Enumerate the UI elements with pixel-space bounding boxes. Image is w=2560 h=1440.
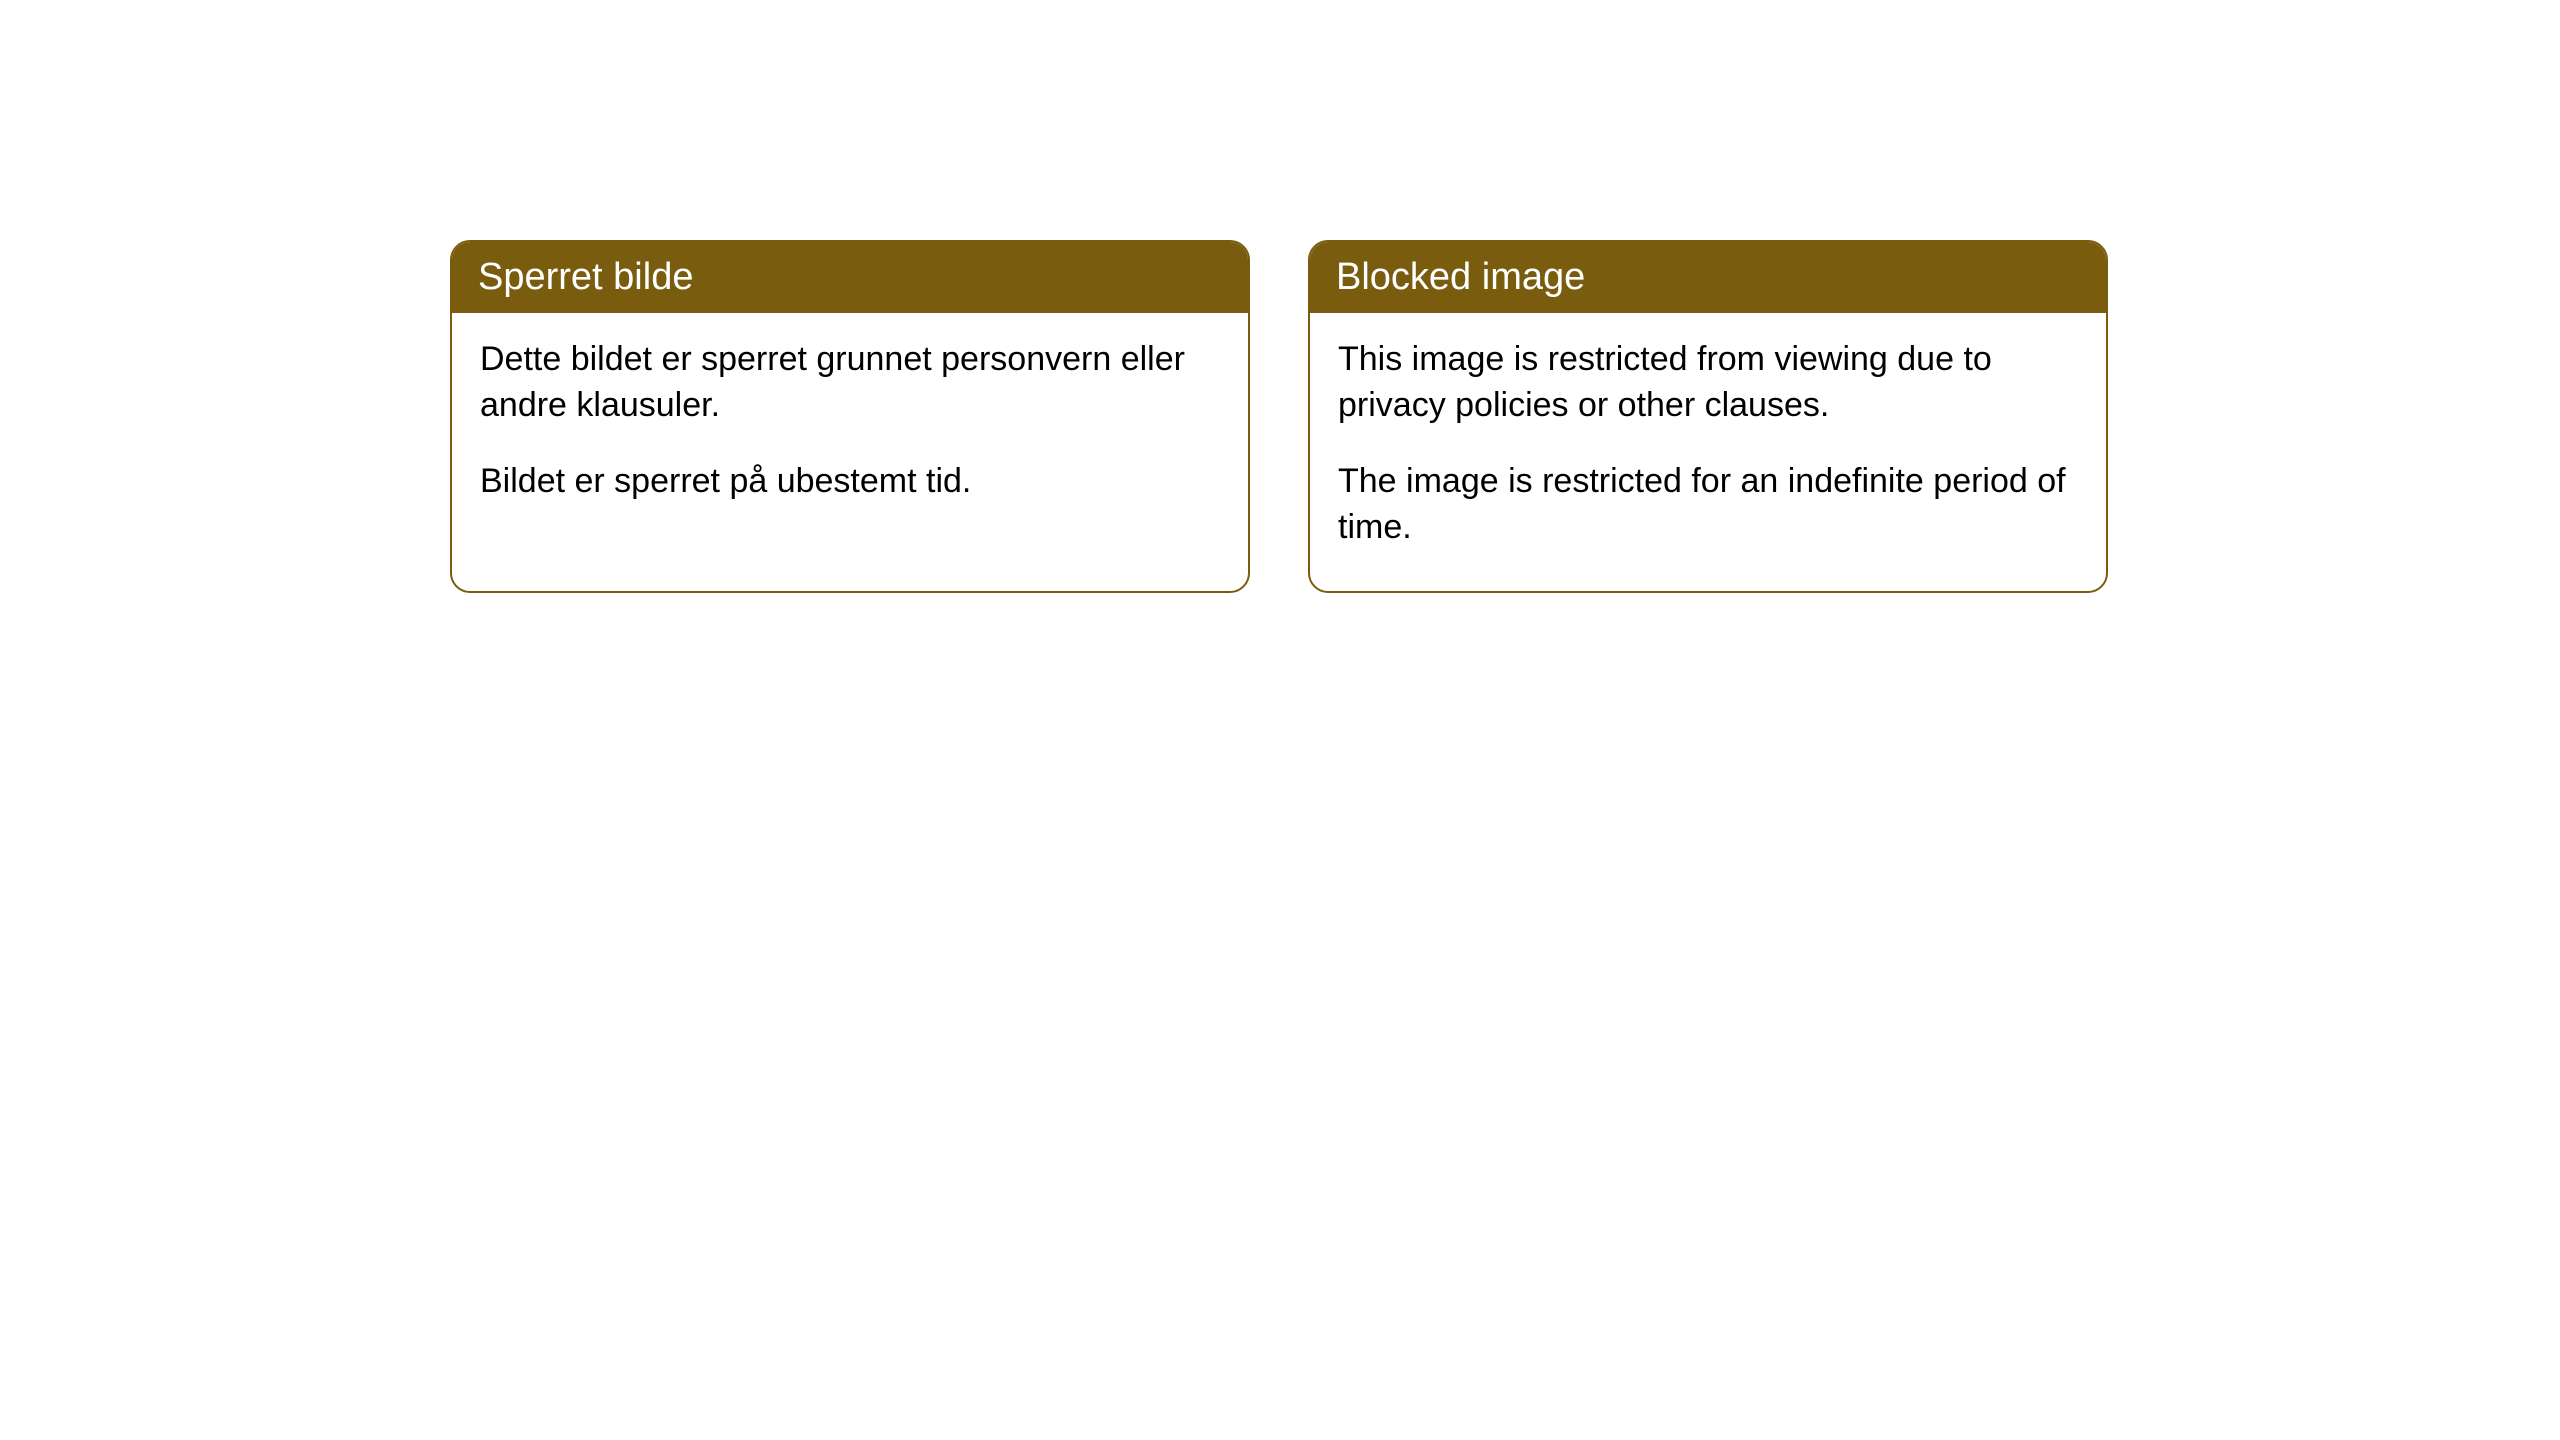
notice-cards-container: Sperret bilde Dette bildet er sperret gr…: [450, 240, 2110, 593]
card-paragraph: Dette bildet er sperret grunnet personve…: [480, 337, 1220, 429]
card-header: Blocked image: [1310, 242, 2106, 313]
card-body: Dette bildet er sperret grunnet personve…: [452, 313, 1248, 545]
notice-card-norwegian: Sperret bilde Dette bildet er sperret gr…: [450, 240, 1250, 593]
card-body: This image is restricted from viewing du…: [1310, 313, 2106, 591]
card-title: Sperret bilde: [478, 256, 693, 298]
card-paragraph: The image is restricted for an indefinit…: [1338, 459, 2078, 551]
card-paragraph: Bildet er sperret på ubestemt tid.: [480, 459, 1220, 505]
card-header: Sperret bilde: [452, 242, 1248, 313]
notice-card-english: Blocked image This image is restricted f…: [1308, 240, 2108, 593]
card-paragraph: This image is restricted from viewing du…: [1338, 337, 2078, 429]
card-title: Blocked image: [1336, 256, 1585, 298]
